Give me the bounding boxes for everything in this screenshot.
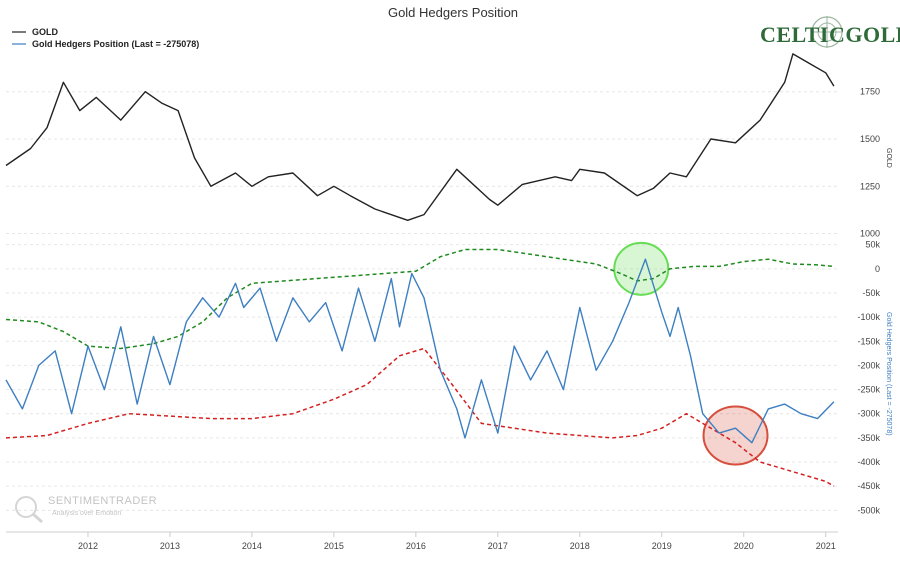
- red-highlight-circle: [702, 405, 769, 466]
- hedgers-tick-label: -500k: [857, 505, 880, 515]
- hedgers-tick-label: -350k: [857, 433, 880, 443]
- legend-gold[interactable]: GOLD: [12, 27, 58, 37]
- watermark-subtitle: Analysis over Emotion: [52, 510, 122, 517]
- gold-tick-label: 1500: [860, 134, 880, 144]
- x-tick-label: 2017: [488, 541, 508, 551]
- hedgers-tick-label: -200k: [857, 360, 880, 370]
- hedgers-tick-label: -50k: [862, 288, 880, 298]
- legend-hedgers[interactable]: Gold Hedgers Position (Last = -275078): [12, 39, 199, 49]
- celticgold-logo: CELTICGOLD: [760, 14, 900, 54]
- gold-axis-title: GOLD: [885, 148, 892, 168]
- hedgers-tick-label: -100k: [857, 312, 880, 322]
- x-tick-label: 2016: [406, 541, 426, 551]
- watermark-title: SENTIMENTRADER: [48, 495, 158, 507]
- hedgers-tick-label: 0: [875, 264, 880, 274]
- hedgers-tick-label: -150k: [857, 336, 880, 346]
- upper-band-line: [5, 248, 834, 350]
- hedgers-axis-title: Gold Hedgers Position (Last = -275078): [885, 312, 892, 436]
- x-tick-label: 2012: [78, 541, 98, 551]
- x-tick-label: 2020: [734, 541, 754, 551]
- hedgers-tick-label: -250k: [857, 385, 880, 395]
- x-tick-label: 2021: [816, 541, 836, 551]
- legend-hedgers-label: Gold Hedgers Position (Last = -275078): [32, 39, 199, 49]
- gold-y-axis: 1000 1250 1500 1750: [860, 87, 880, 239]
- gold-tick-label: 1750: [860, 87, 880, 97]
- hedgers-tick-label: -450k: [857, 481, 880, 491]
- gold-series: [5, 53, 835, 222]
- hedgers-tick-label: 50k: [865, 240, 880, 250]
- legend-gold-label: GOLD: [32, 27, 58, 37]
- hedgers-position-line: [5, 258, 835, 444]
- x-tick-label: 2019: [652, 541, 672, 551]
- logo-text: CELTICGOLD: [760, 22, 900, 47]
- gold-price-line: [5, 53, 835, 222]
- chart-title: Gold Hedgers Position: [388, 5, 518, 20]
- hedgers-series: [5, 248, 835, 487]
- hedgers-tick-label: -300k: [857, 409, 880, 419]
- x-axis: 2012 2013 2014 2015 2016 2017 2018 2019 2020 2021: [6, 531, 838, 551]
- x-tick-label: 2018: [570, 541, 590, 551]
- gold-tick-label: 1000: [860, 229, 880, 239]
- gold-gridlines: [6, 91, 838, 235]
- gold-tick-label: 1250: [860, 181, 880, 191]
- x-tick-label: 2014: [242, 541, 262, 551]
- x-tick-label: 2015: [324, 541, 344, 551]
- hedgers-y-axis: 50k 0 -50k -100k -150k -200k -250k -300k -350k -4…: [857, 240, 880, 516]
- sentimentrader-logo-icon: [15, 496, 43, 524]
- hedgers-tick-label: -400k: [857, 457, 880, 467]
- lower-band-line: [5, 347, 835, 487]
- celtic-knot-icon: [811, 16, 843, 48]
- x-tick-label: 2013: [160, 541, 180, 551]
- annotations: [613, 241, 769, 466]
- hedgers-gridlines: [6, 244, 838, 511]
